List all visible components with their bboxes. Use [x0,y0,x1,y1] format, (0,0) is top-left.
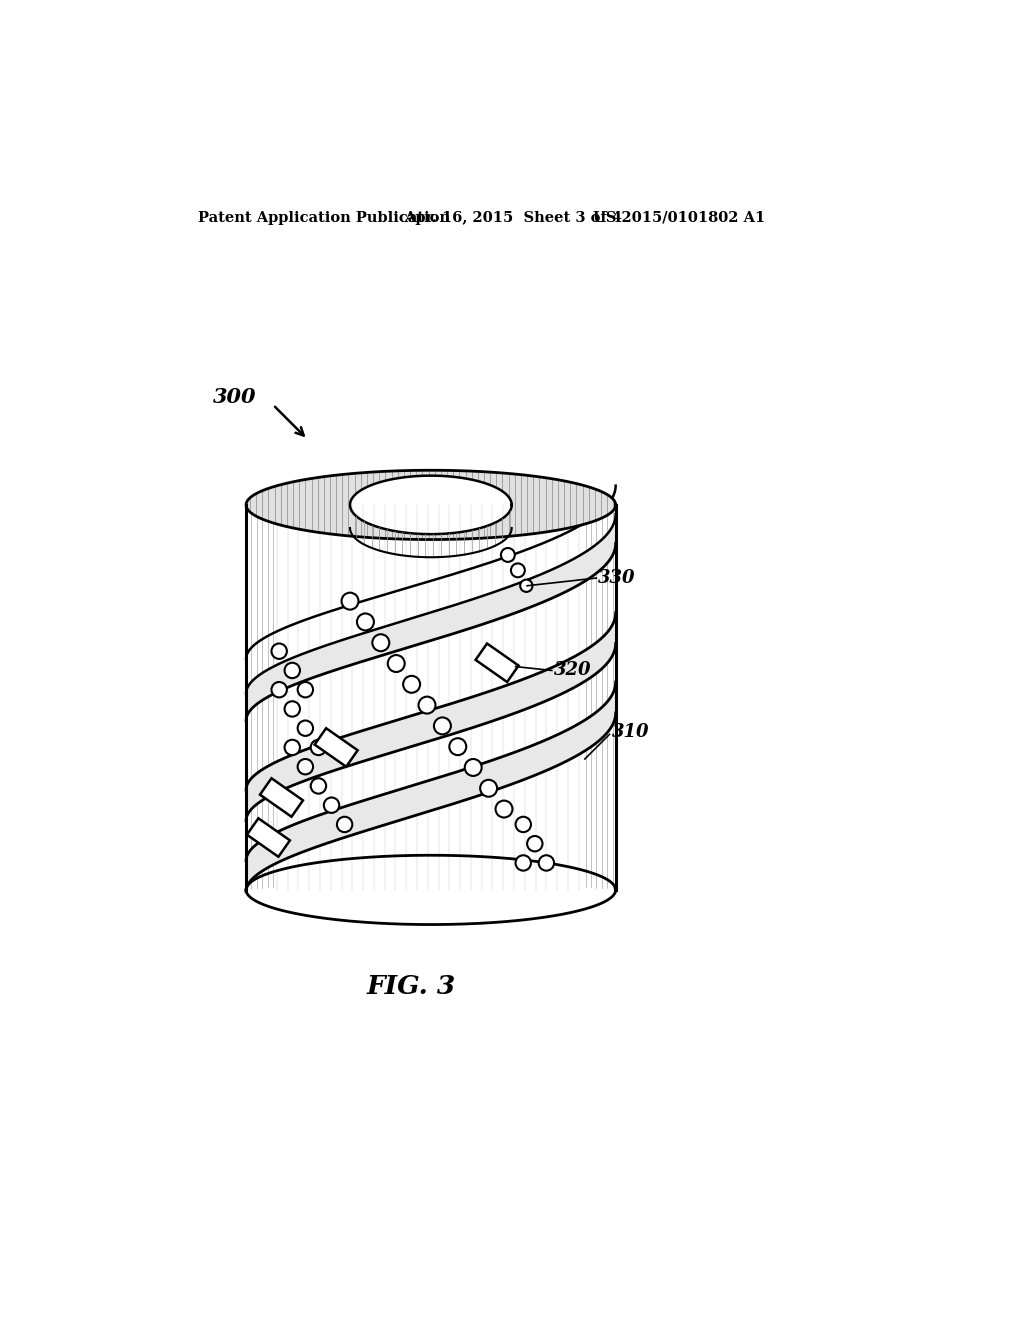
Ellipse shape [480,780,497,797]
Ellipse shape [496,800,512,817]
Ellipse shape [515,817,531,832]
Text: Patent Application Publication: Patent Application Publication [199,211,451,224]
Polygon shape [246,612,615,821]
Ellipse shape [388,655,404,672]
Ellipse shape [373,635,389,651]
Ellipse shape [298,682,313,697]
Text: Apr. 16, 2015  Sheet 3 of 4: Apr. 16, 2015 Sheet 3 of 4 [403,211,622,224]
Polygon shape [246,682,615,891]
Ellipse shape [271,682,287,697]
Ellipse shape [298,721,313,737]
Ellipse shape [298,759,313,775]
Text: FIG. 3: FIG. 3 [367,974,457,999]
Ellipse shape [403,676,420,693]
Ellipse shape [310,739,326,755]
Polygon shape [246,515,615,721]
Ellipse shape [419,697,435,714]
Ellipse shape [434,718,451,734]
Ellipse shape [337,817,352,832]
Text: 330: 330 [598,569,636,587]
Ellipse shape [520,579,532,591]
Ellipse shape [285,701,300,717]
Text: 300: 300 [213,387,256,407]
Polygon shape [314,729,357,767]
Text: 320: 320 [554,661,592,680]
Ellipse shape [285,739,300,755]
Ellipse shape [342,593,358,610]
Ellipse shape [324,797,339,813]
Text: 310: 310 [611,723,649,741]
Polygon shape [246,470,615,540]
Ellipse shape [511,564,524,577]
Ellipse shape [310,779,326,793]
Ellipse shape [465,759,481,776]
Ellipse shape [285,663,300,678]
Ellipse shape [271,644,287,659]
Ellipse shape [539,855,554,871]
Ellipse shape [357,614,374,631]
Polygon shape [247,818,290,857]
Ellipse shape [450,738,466,755]
Ellipse shape [515,855,531,871]
Text: US 2015/0101802 A1: US 2015/0101802 A1 [593,211,765,224]
Polygon shape [260,779,303,817]
Ellipse shape [501,548,515,562]
Polygon shape [246,470,615,890]
Polygon shape [475,644,518,682]
Ellipse shape [527,836,543,851]
